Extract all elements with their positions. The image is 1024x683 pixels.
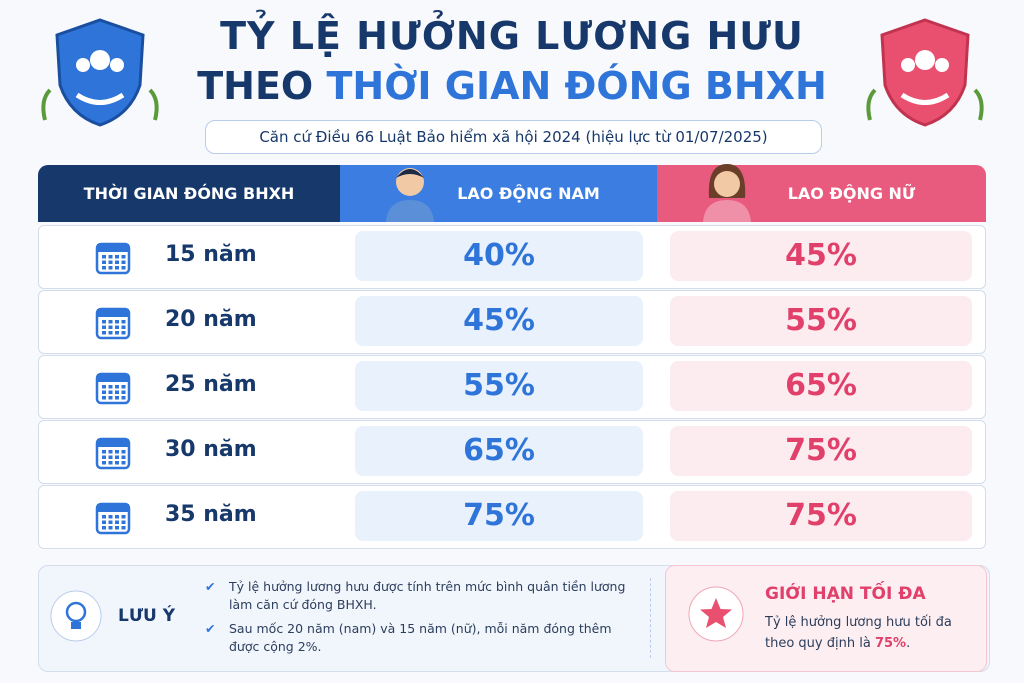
note-text: Sau mốc 20 năm (nam) và 15 năm (nữ), mỗi… [229, 621, 612, 654]
female-rate: 55% [670, 296, 972, 346]
calendar-icon [95, 369, 131, 405]
shield-icon-pink [866, 18, 984, 127]
header-cell: THỜI GIAN ĐÓNG BHXH [38, 165, 340, 222]
duration: 30 năm [165, 437, 257, 462]
note-item: ✔ Tỷ lệ hưởng lương hưu được tính trên mứ… [205, 579, 626, 612]
title: THEO THỜI GIAN ĐÓNG BHXH [0, 64, 1024, 108]
calendar-icon [95, 434, 131, 470]
limit-end: . [906, 636, 911, 651]
note-items: ✔ Tỷ lệ hưởng lương hưu được tính trên mứ… [205, 578, 634, 656]
limit-body: Tỷ lệ hưởng lương hưu tối đa theo quy đị… [765, 615, 952, 651]
male-rate: 45% [355, 296, 643, 346]
duration: 35 năm [165, 502, 257, 527]
star-icon [688, 586, 744, 642]
calendar-icon [95, 239, 131, 275]
female-rate: 75% [670, 491, 972, 541]
limit-highlight: 75% [874, 636, 907, 651]
male-rate: 55% [355, 361, 643, 411]
calendar-icon [95, 304, 131, 340]
bulb-icon [50, 590, 102, 642]
male-rate: 65% [355, 426, 643, 476]
note-label: LƯU Ý [118, 606, 176, 626]
female-rate: 75% [670, 426, 972, 476]
calendar-icon [95, 499, 131, 535]
duration: 25 năm [165, 372, 257, 397]
note-text: Tỷ lệ hưởng lương hưu được tính trên mức… [229, 579, 626, 612]
note-item: ✔ Sau mốc 20 năm (nam) và 15 năm (nữ), mỗ… [205, 621, 612, 654]
duration: 20 năm [165, 307, 257, 332]
subtitle: Căn cứ Điều 66 Luật Bảo hiểm xã hội 2024… [205, 120, 822, 154]
limit-text: Tỷ lệ hưởng lương hưu tối đa theo quy đị… [765, 612, 970, 654]
female-rate: 65% [670, 361, 972, 411]
limit-box [665, 565, 987, 672]
man-avatar [386, 168, 434, 222]
divider [650, 578, 651, 658]
title-highlight: THỜI GIAN ĐÓNG BHXH [326, 64, 827, 108]
male-rate: 40% [355, 231, 643, 281]
title-prefix: THEO [197, 64, 314, 108]
duration: 15 năm [165, 242, 257, 267]
male-rate: 75% [355, 491, 643, 541]
shield-icon-blue [41, 18, 159, 127]
header-cell: LAO ĐỘNG NAM [340, 165, 657, 222]
limit-title: GIỚI HẠN TỐI ĐA [765, 584, 926, 604]
title: TỶ LỆ HƯỞNG LƯƠNG HƯU [220, 14, 804, 58]
woman-avatar [703, 164, 751, 222]
female-rate: 45% [670, 231, 972, 281]
